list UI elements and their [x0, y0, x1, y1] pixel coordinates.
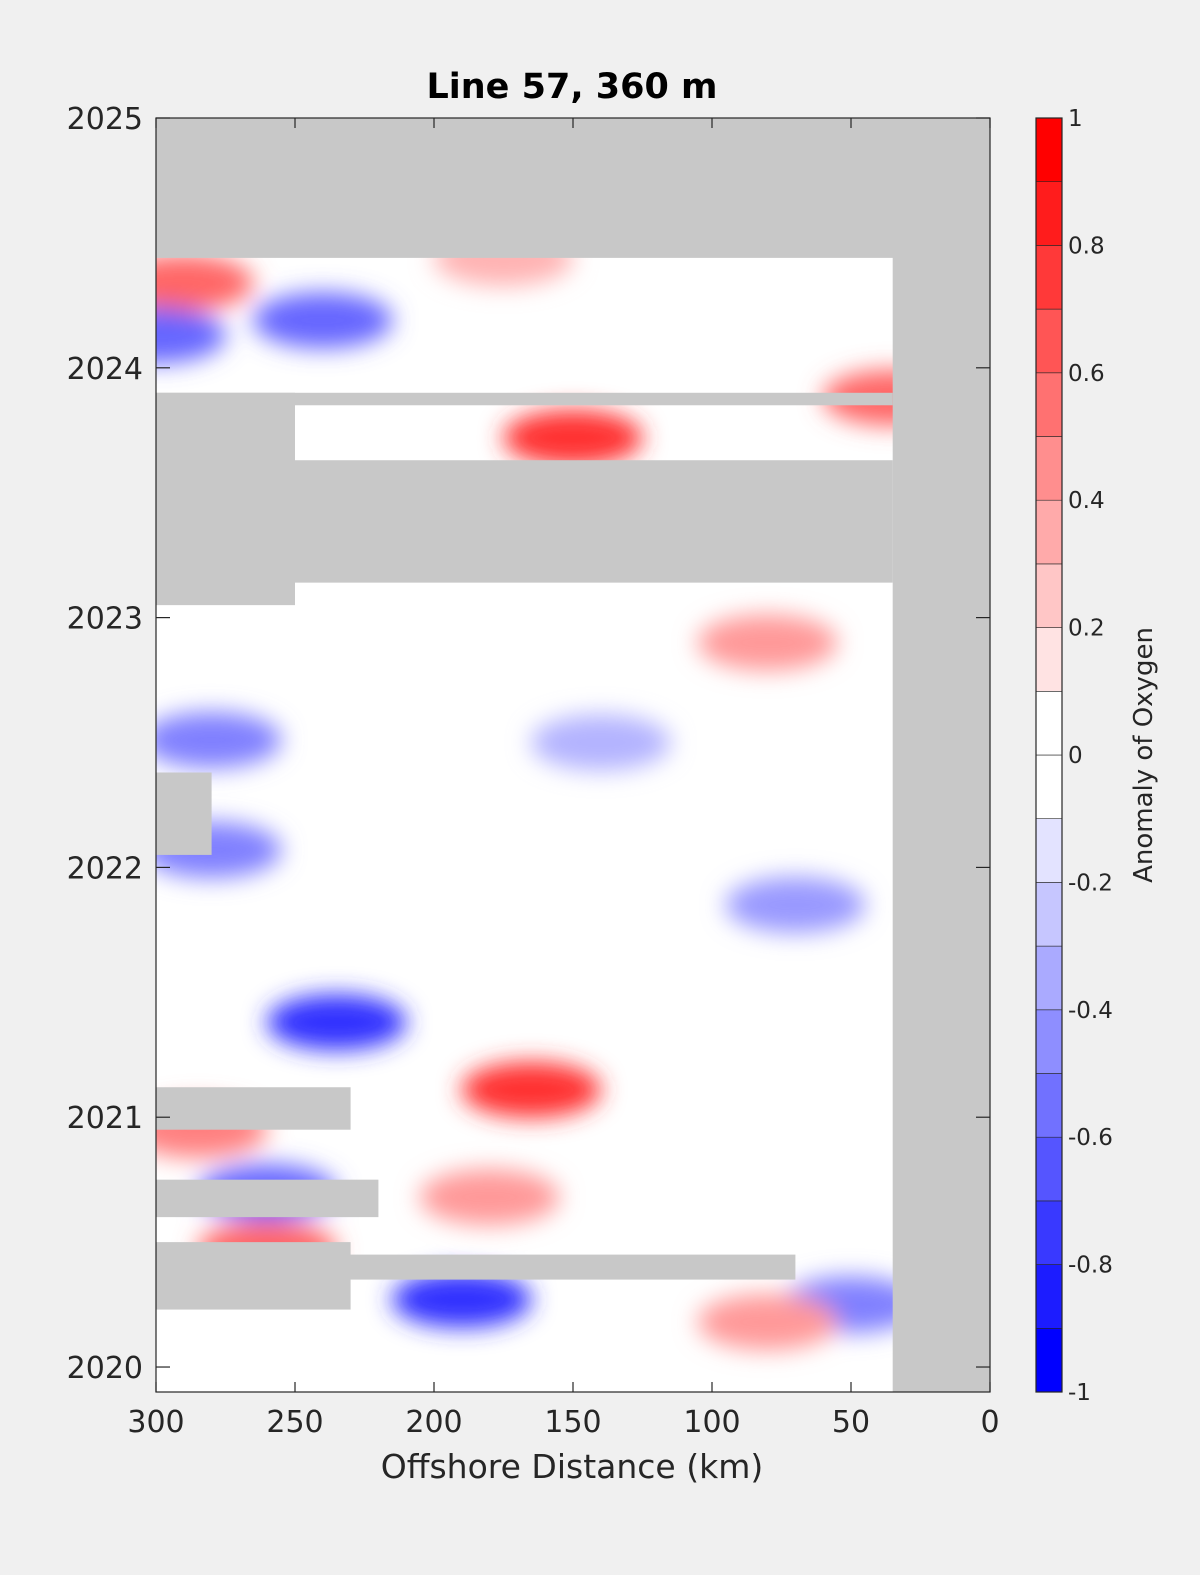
anomaly-feature-14 — [391, 1271, 532, 1328]
anomaly-feature-10 — [266, 994, 407, 1051]
x-tick-label: 250 — [266, 1405, 323, 1440]
colorbar-segment — [1035, 372, 1063, 437]
x-tick-label: 150 — [544, 1405, 601, 1440]
anomaly-feature-7 — [697, 614, 838, 671]
colorbar-label: Anomaly of Oxygen — [1129, 627, 1159, 883]
colorbar-segment — [1035, 117, 1063, 183]
plot-area — [156, 118, 990, 1392]
colorbar-segment — [1035, 1328, 1063, 1393]
colorbar-segment — [1035, 627, 1063, 692]
colorbar-segment — [1035, 1264, 1063, 1329]
anomaly-feature-2 — [156, 307, 226, 364]
colorbar-segment — [1035, 308, 1063, 374]
x-tick-label: 100 — [683, 1405, 740, 1440]
anomaly-feature-0 — [156, 254, 254, 311]
x-axis-label: Offshore Distance (km) — [381, 1447, 763, 1486]
y-axis: 2020 2021 2022 2023 2024 2025 — [67, 102, 990, 1386]
anomaly-feature-3 — [503, 409, 643, 466]
y-tick-label: 2025 — [67, 102, 143, 137]
anomaly-feature-17 — [419, 1169, 560, 1226]
colorbar: 1 0.8 0.6 0.4 0.2 0 -0.2 -0.4 -0.6 -0.8 -1 — [1035, 106, 1113, 1406]
chart-title: Line 57, 360 m — [426, 67, 717, 107]
colorbar-segment — [1035, 563, 1063, 628]
x-axis: 300 250 200 150 100 50 0 — [127, 118, 1000, 1440]
colorbar-tick-label: -0.4 — [1068, 998, 1113, 1024]
colorbar-tick-label: 0.2 — [1068, 616, 1105, 642]
colorbar-segment — [1035, 882, 1063, 947]
no-data-band-0 — [156, 118, 990, 258]
x-tick-label: 50 — [832, 1405, 870, 1440]
no-data-band-1 — [892, 118, 990, 1392]
no-data-band-4 — [156, 392, 295, 606]
colorbar-segment — [1035, 818, 1063, 883]
colorbar-tick-label: 0.6 — [1068, 361, 1105, 387]
no-data-band-7 — [156, 1179, 379, 1218]
colorbar-tick-label: 0.4 — [1068, 488, 1105, 514]
y-tick-label: 2022 — [67, 851, 143, 886]
colorbar-segment — [1035, 945, 1063, 1011]
no-data-band-9 — [156, 1242, 351, 1310]
colorbar-segment — [1035, 1073, 1063, 1138]
colorbar-tick-label: -0.6 — [1068, 1125, 1113, 1151]
colorbar-segment — [1035, 1136, 1063, 1202]
x-tick-label: 0 — [980, 1405, 999, 1440]
colorbar-segment — [1035, 690, 1063, 756]
colorbar-segment — [1035, 754, 1063, 820]
colorbar-frame — [1035, 117, 1063, 1393]
x-tick-label: 200 — [405, 1405, 462, 1440]
colorbar-tick-label: 0.8 — [1068, 233, 1105, 259]
colorbar-tick-label: 0 — [1068, 743, 1083, 769]
y-tick-label: 2021 — [67, 1101, 143, 1136]
colorbar-segment — [1035, 499, 1063, 565]
anomaly-feature-19 — [530, 714, 671, 771]
anomaly-feature-1 — [252, 292, 393, 349]
anomaly-feature-6 — [156, 712, 282, 769]
no-data-band-5 — [156, 772, 212, 855]
colorbar-segment — [1035, 245, 1063, 310]
colorbar-tick-label: 1 — [1068, 106, 1083, 132]
colorbar-segment — [1035, 436, 1063, 501]
y-tick-label: 2023 — [67, 602, 143, 637]
anomaly-feature-9 — [725, 876, 866, 933]
x-tick-label: 300 — [127, 1405, 184, 1440]
colorbar-tick-label: -1 — [1068, 1380, 1091, 1406]
no-data-band-6 — [156, 1087, 351, 1130]
anomaly-feature-18 — [697, 1294, 838, 1351]
anomaly-feature-11 — [461, 1061, 602, 1118]
no-data-mask — [156, 118, 990, 1392]
no-data-band-2 — [156, 392, 893, 406]
colorbar-segment — [1035, 1200, 1063, 1265]
y-tick-label: 2020 — [67, 1351, 143, 1386]
colorbar-segment — [1035, 181, 1063, 246]
colorbar-tick-label: -0.2 — [1068, 870, 1113, 896]
colorbar-tick-label: -0.8 — [1068, 1253, 1113, 1279]
colorbar-segment — [1035, 1009, 1063, 1074]
y-tick-label: 2024 — [67, 352, 143, 387]
